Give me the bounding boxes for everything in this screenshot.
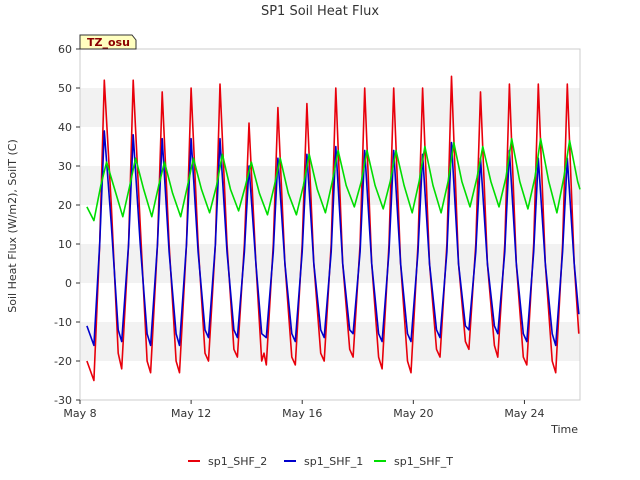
chart-title: SP1 Soil Heat Flux bbox=[261, 4, 379, 19]
y-tick-label: -30 bbox=[54, 394, 72, 407]
grid-band bbox=[80, 322, 580, 361]
legend-label: sp1_SHF_1 bbox=[304, 455, 363, 468]
series-line-sp1_SHF_T bbox=[86, 137, 581, 222]
legend-label: sp1_SHF_2 bbox=[208, 455, 267, 468]
y-tick-label: 30 bbox=[58, 160, 72, 173]
x-tick-label: May 24 bbox=[504, 407, 544, 420]
y-axis: -30 -20 -10 0 10 20 30 40 50 60 bbox=[54, 43, 80, 407]
x-tick-label: May 16 bbox=[282, 407, 322, 420]
x-tick-label: May 8 bbox=[63, 407, 96, 420]
plot-frame bbox=[79, 48, 581, 401]
y-tick-label: 20 bbox=[58, 199, 72, 212]
site-badge: TZ_osu bbox=[79, 34, 137, 50]
x-tick-label: May 20 bbox=[393, 407, 433, 420]
legend-label: sp1_SHF_T bbox=[394, 455, 453, 468]
y-tick-label: 0 bbox=[65, 277, 72, 290]
series-layer bbox=[86, 75, 581, 382]
y-tick-label: 10 bbox=[58, 238, 72, 251]
y-tick-label: 60 bbox=[58, 43, 72, 56]
x-axis-label: Time bbox=[550, 423, 578, 436]
y-tick-label: -10 bbox=[54, 316, 72, 329]
y-tick-label: 40 bbox=[58, 121, 72, 134]
site-badge-label: TZ_osu bbox=[87, 36, 130, 49]
y-axis-label: Soil Heat Flux (W/m2), SoilT (C) bbox=[6, 139, 19, 312]
grid-band bbox=[80, 88, 580, 127]
x-axis: May 8 May 12 May 16 May 20 May 24 bbox=[63, 400, 545, 420]
y-tick-label: -20 bbox=[54, 355, 72, 368]
legend: sp1_SHF_2 sp1_SHF_1 sp1_SHF_T bbox=[188, 455, 453, 468]
y-tick-label: 50 bbox=[58, 82, 72, 95]
series-line-sp1_SHF_1 bbox=[86, 130, 580, 347]
x-tick-label: May 12 bbox=[171, 407, 211, 420]
